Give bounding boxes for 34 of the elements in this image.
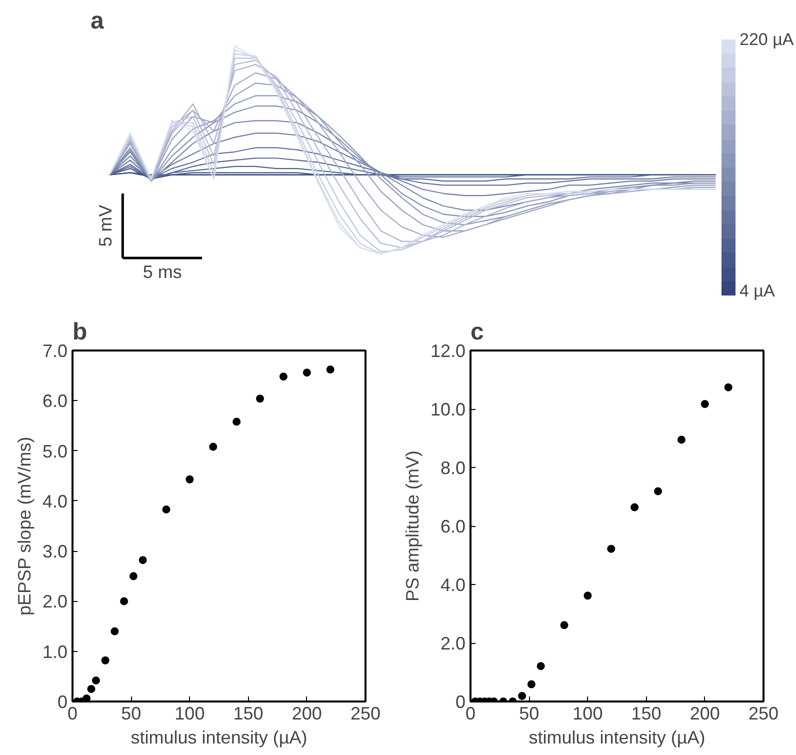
y-tick-label: 6.0 <box>42 391 68 412</box>
y-tick-label: 1.0 <box>42 642 68 662</box>
y-tick-label: 2.0 <box>440 634 466 654</box>
chart-title: b <box>72 318 88 346</box>
y-tick-label: 12.0 <box>430 341 466 361</box>
x-tick-label: 50 <box>121 704 142 724</box>
y-tick-label: 3.0 <box>42 542 68 562</box>
x-tick-label: 250 <box>350 704 381 724</box>
y-tick-label: 5.0 <box>42 441 68 462</box>
y-tick-label: 8.0 <box>440 458 466 478</box>
x-tick-label: 100 <box>174 704 205 724</box>
color-bar-label: 4 µA <box>740 282 776 300</box>
x-tick-label: 150 <box>631 704 662 724</box>
color-bar-label: 220 µA <box>740 30 794 49</box>
chart-title: a <box>90 8 104 34</box>
x-tick-label: 250 <box>748 704 779 724</box>
x-axis-title: stimulus intensity (µA) <box>130 728 308 748</box>
y-tick-label: 7.0 <box>42 341 68 361</box>
y-tick-label: 6.0 <box>440 516 466 536</box>
x-tick-label: 200 <box>292 704 322 724</box>
x-axis-title: stimulus intensity (µA) <box>528 728 706 748</box>
x-tick-label: 50 <box>519 704 540 724</box>
x-tick-label: 200 <box>690 704 720 724</box>
y-axis-title: pEPSP slope (mV/ms) <box>14 436 34 616</box>
text: 5 ms <box>142 262 182 282</box>
x-tick-label: 150 <box>233 704 264 724</box>
y-tick-label: 4.0 <box>440 575 466 595</box>
annotation: 5 mV <box>95 204 116 247</box>
y-tick-label: 10.0 <box>430 400 466 420</box>
x-tick-label: 100 <box>572 704 603 724</box>
y-axis-title: PS amplitude (mV) <box>402 450 422 602</box>
chart-title: c <box>470 318 484 346</box>
y-tick-label: 2.0 <box>42 592 68 612</box>
y-tick-label: 4.0 <box>42 491 68 512</box>
